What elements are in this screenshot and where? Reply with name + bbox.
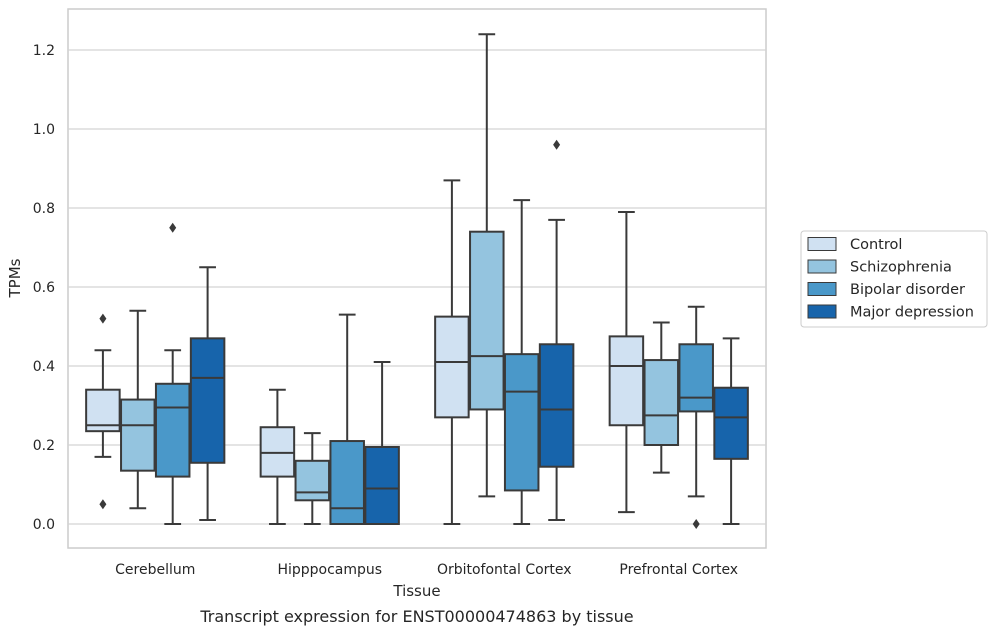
box-iqr — [120, 398, 156, 472]
y-tick-label: 0.6 — [33, 280, 55, 296]
box-control — [608, 210, 645, 514]
chart-caption: Transcript expression for ENST0000047486… — [199, 607, 633, 626]
outlier-point — [169, 222, 177, 233]
box-control — [85, 313, 121, 510]
box-schizophrenia — [120, 309, 156, 510]
legend-swatch — [807, 259, 837, 274]
x-axis-label: Tissue — [392, 582, 440, 600]
y-tick-label: 0.4 — [33, 359, 55, 375]
box-iqr — [643, 359, 680, 447]
outlier-point — [692, 519, 700, 529]
box-iqr — [294, 459, 331, 502]
box-iqr — [154, 382, 191, 478]
legend-label: Control — [850, 237, 902, 253]
x-tick-label: Hipppocampus — [277, 562, 382, 578]
box-iqr — [678, 343, 714, 413]
y-axis-ticks: 0.0 0.2 0.4 0.6 0.8 1.0 1.2 — [33, 43, 55, 533]
box-iqr — [713, 386, 749, 460]
x-tick-label: Prefrontal Cortex — [619, 562, 738, 578]
legend: Control Schizophrenia Bipolar disorder Majo… — [800, 230, 988, 328]
legend-label: Major depression — [850, 305, 974, 321]
outlier-point — [99, 313, 107, 324]
box-iqr — [189, 337, 226, 464]
legend-label: Bipolar disorder — [850, 282, 965, 298]
legend-swatch — [807, 237, 837, 251]
box-bipolar-disorder — [503, 199, 540, 525]
box-bipolar-disorder — [678, 305, 714, 529]
box-major-depression — [713, 337, 749, 525]
box-major-depression — [364, 361, 400, 526]
legend-swatch — [807, 282, 837, 296]
box-iqr — [503, 353, 540, 492]
box-iqr — [364, 445, 400, 526]
box-control — [259, 388, 296, 525]
y-tick-label: 0.8 — [33, 201, 55, 217]
box-iqr — [469, 230, 505, 411]
box-major-depression — [538, 139, 575, 522]
boxes — [85, 33, 749, 529]
outlier-point — [553, 139, 561, 150]
box-iqr — [434, 315, 470, 419]
box-bipolar-disorder — [329, 313, 365, 525]
outlier-point — [99, 499, 107, 510]
y-tick-label: 1.2 — [33, 43, 55, 59]
y-axis-label: TPMs — [6, 258, 24, 298]
box-iqr — [329, 440, 365, 525]
box-bipolar-disorder — [154, 222, 191, 525]
box-major-depression — [189, 266, 226, 522]
x-axis-ticks: Cerebellum Hipppocampus Orbitofontal Corte… — [115, 562, 738, 578]
box-iqr — [608, 335, 645, 427]
legend-swatch — [807, 304, 837, 319]
legend-label: Schizophrenia — [850, 260, 952, 276]
box-schizophrenia — [294, 432, 331, 525]
x-tick-label: Orbitofontal Cortex — [437, 562, 572, 578]
y-tick-label: 1.0 — [33, 122, 55, 138]
box-schizophrenia — [643, 321, 680, 474]
box-schizophrenia — [469, 33, 505, 498]
box-control — [434, 179, 470, 525]
legend-frame — [800, 230, 988, 328]
y-tick-label: 0.2 — [33, 438, 55, 454]
x-tick-label: Cerebellum — [115, 562, 195, 578]
box-iqr — [538, 343, 575, 468]
y-tick-label: 0.0 — [33, 517, 55, 533]
